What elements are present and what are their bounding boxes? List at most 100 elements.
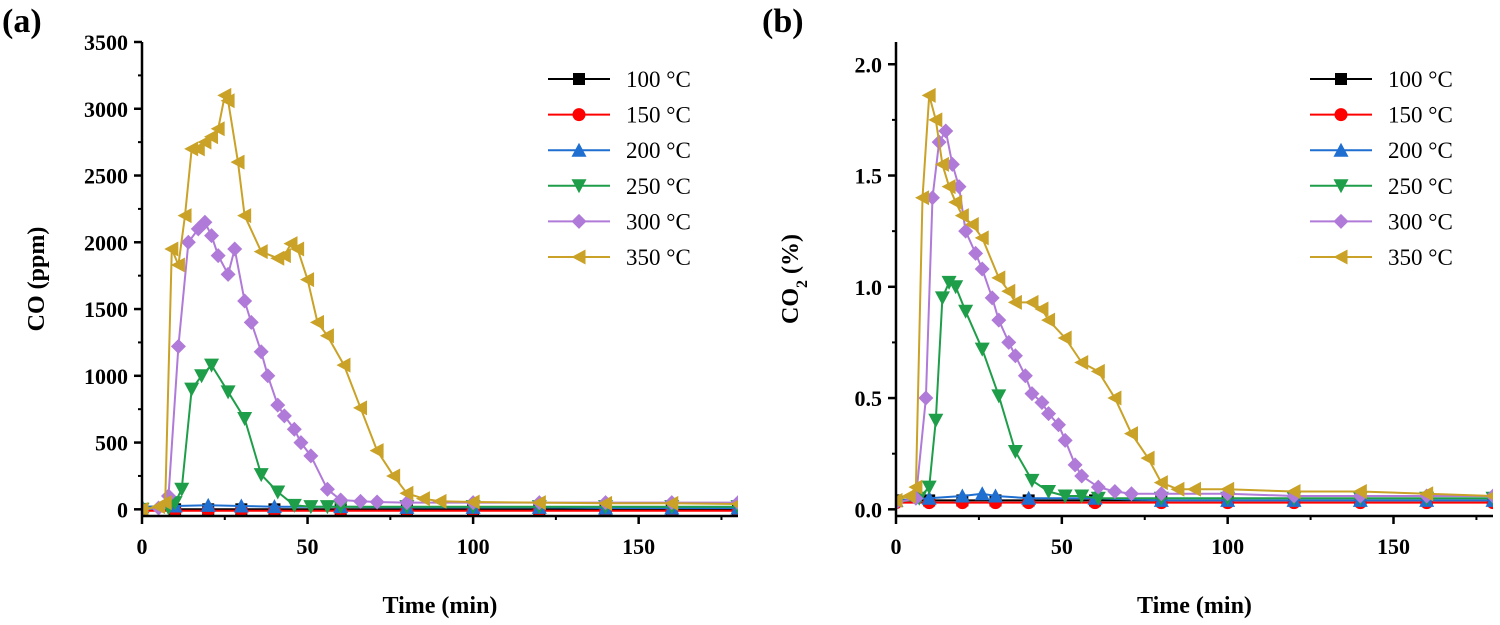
y-tick-label: 2500: [84, 164, 128, 189]
panel-label-a: (a): [2, 3, 42, 40]
data-point: [253, 344, 269, 360]
y-tick-label: 2.0: [855, 52, 883, 77]
data-point: [369, 443, 384, 459]
data-point: [1034, 395, 1050, 411]
panel-label-b: (b): [762, 3, 804, 40]
y-tick-label: 1.5: [855, 164, 883, 189]
data-point: [190, 141, 205, 157]
data-point: [974, 261, 990, 277]
legend-item: 200 °C: [548, 138, 691, 163]
data-point: [170, 257, 185, 273]
legend-marker: [1335, 73, 1347, 85]
legend-label: 250 °C: [1388, 174, 1453, 199]
data-point: [958, 304, 974, 319]
data-point: [918, 390, 934, 406]
data-point: [230, 154, 245, 170]
data-point: [204, 228, 220, 244]
data-point: [958, 223, 974, 239]
x-tick-label: 150: [622, 534, 655, 559]
data-point: [353, 400, 368, 416]
legend-marker: [1333, 179, 1349, 194]
data-point: [954, 208, 969, 224]
data-point: [968, 245, 984, 261]
legend: 100 °C 150 °C 200 °C 250 °C 300 °C 350 °C: [548, 67, 691, 270]
data-point: [1024, 473, 1040, 488]
series-350c: [142, 87, 738, 516]
data-point: [988, 488, 1003, 503]
legend-item: 350 °C: [1310, 245, 1453, 270]
data-point: [227, 241, 243, 257]
legend-item: 150 °C: [1310, 103, 1453, 128]
series-250c: [896, 275, 1493, 511]
data-point: [253, 244, 268, 260]
data-point: [386, 468, 401, 484]
legend: 100 °C 150 °C 200 °C 250 °C 300 °C 350 °C: [1310, 67, 1453, 270]
data-point: [369, 494, 385, 510]
data-point: [1074, 354, 1089, 370]
data-point: [220, 385, 236, 400]
data-point: [319, 328, 334, 344]
data-point: [1067, 457, 1083, 473]
data-point: [1352, 484, 1367, 500]
data-point: [253, 468, 269, 483]
data-point: [184, 382, 200, 397]
data-point: [233, 498, 249, 513]
data-point: [1485, 491, 1493, 500]
data-point: [333, 492, 349, 508]
data-point: [948, 280, 964, 295]
legend-label: 100 °C: [1388, 67, 1453, 92]
y-tick-label: 3000: [84, 97, 128, 122]
x-axis-title: Time (min): [383, 593, 498, 619]
series-350c: [896, 87, 1493, 508]
data-point: [1153, 486, 1169, 502]
data-point: [908, 479, 923, 495]
data-point: [1090, 479, 1106, 495]
data-point: [319, 481, 335, 497]
data-point: [200, 497, 216, 512]
data-point: [432, 493, 447, 509]
legend-item: 150 °C: [548, 103, 691, 128]
data-point: [964, 216, 979, 232]
data-point: [170, 338, 186, 354]
data-point: [142, 501, 149, 516]
data-point: [164, 241, 179, 257]
chart-panel-a: 0 500 1000 1500 2000 2500 3000 3500 0 50 100 150 Tim…: [24, 30, 738, 619]
x-tick-label: 100: [457, 534, 490, 559]
y-tick-label: 1.0: [855, 275, 883, 300]
data-point: [353, 493, 369, 509]
data-point: [1057, 330, 1072, 346]
data-point: [174, 482, 190, 497]
data-point: [934, 156, 949, 172]
legend-marker: [571, 249, 586, 265]
legend-label: 150 °C: [1388, 103, 1453, 128]
legend-item: 300 °C: [1310, 209, 1453, 234]
data-point: [1007, 444, 1023, 459]
data-point: [1007, 348, 1023, 364]
legend-label: 250 °C: [626, 174, 691, 199]
data-point: [319, 500, 335, 515]
legend-marker: [1333, 142, 1349, 157]
data-point: [991, 270, 1006, 286]
legend-marker: [1333, 213, 1349, 229]
data-point: [974, 230, 989, 246]
data-point: [1419, 486, 1434, 502]
legend-label: 150 °C: [626, 103, 691, 128]
x-tick-label: 150: [1377, 534, 1410, 559]
y-tick-label: 0.0: [855, 497, 883, 522]
legend-label: 350 °C: [626, 245, 691, 270]
data-point: [1024, 386, 1040, 402]
data-point: [928, 413, 944, 428]
legend-label: 200 °C: [626, 138, 691, 163]
data-point: [220, 93, 235, 109]
data-point: [1090, 491, 1106, 506]
data-point: [938, 123, 954, 139]
data-point: [237, 412, 253, 427]
data-point: [921, 480, 937, 495]
x-tick-label: 100: [1211, 534, 1244, 559]
data-point: [210, 248, 226, 264]
x-tick-label: 0: [891, 534, 902, 559]
data-point: [194, 369, 210, 384]
data-point: [901, 488, 916, 504]
legend-label: 100 °C: [626, 67, 691, 92]
data-point: [1034, 301, 1049, 317]
